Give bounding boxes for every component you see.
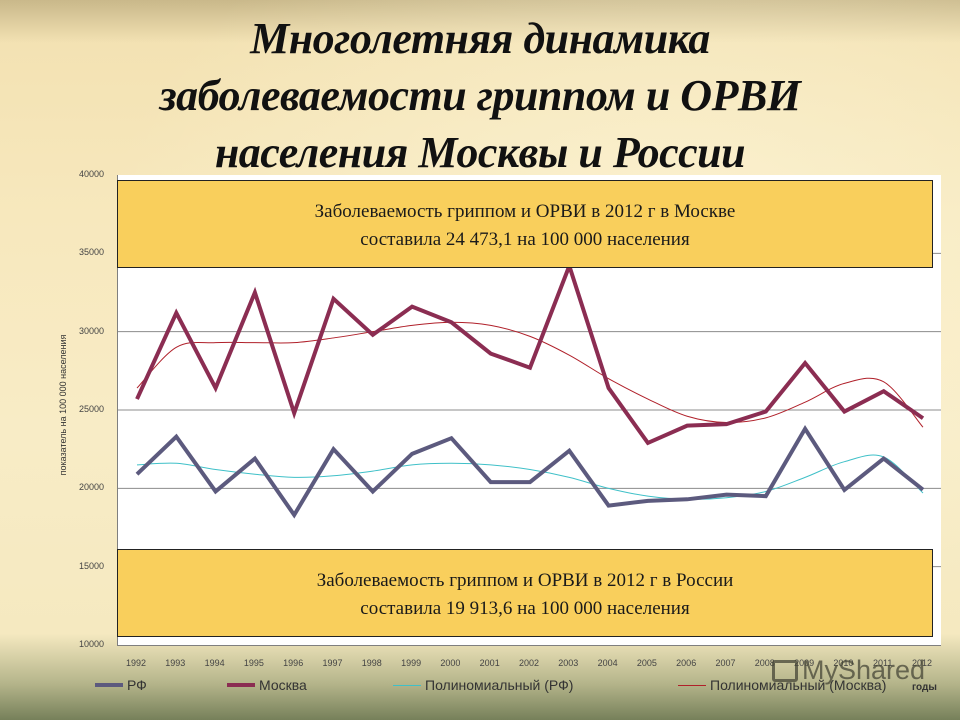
- callout-moscow-line2: составила 24 473,1 на 100 000 населения: [360, 229, 690, 250]
- title-line-3: населения Москвы и России: [214, 128, 746, 177]
- y-tick-label: 25000: [78, 404, 104, 414]
- x-tick-label: 1995: [243, 658, 264, 668]
- x-tick-label: 1999: [401, 658, 422, 668]
- series-moscow-line: [135, 259, 925, 446]
- x-tick-label: 2005: [636, 658, 657, 668]
- callout-russia-line1: Заболеваемость гриппом и ОРВИ в 2012 г в…: [316, 570, 734, 591]
- x-tick-label: 2012: [911, 658, 933, 668]
- legend-swatch-moscow: [227, 683, 255, 687]
- y-tick-label: 10000: [78, 639, 104, 649]
- legend-label-poly-rf: Полиномиальный (РФ): [425, 677, 574, 693]
- title-line-1: Многолетняя динамика: [250, 14, 710, 63]
- x-tick-label: 1996: [283, 658, 304, 668]
- callout-russia: Заболеваемость гриппом и ОРВИ в 2012 г в…: [117, 549, 933, 637]
- y-tick-label: 40000: [78, 169, 104, 179]
- y-tick-label: 35000: [78, 247, 104, 258]
- legend-swatch-rf: [95, 683, 123, 687]
- callout-moscow-line1: Заболеваемость гриппом и ОРВИ в 2012 г в…: [314, 201, 736, 222]
- callout-russia-line2: составила 19 913,6 на 100 000 населения: [360, 598, 690, 619]
- legend-label-rf: РФ: [127, 677, 147, 693]
- y-tick-label: 15000: [78, 560, 104, 571]
- x-tick-label: 2008: [754, 658, 775, 668]
- legend-swatch-poly-moscow: [678, 684, 706, 686]
- x-tick-label: 1992: [125, 658, 147, 668]
- x-tick-label: 1994: [204, 658, 225, 668]
- legend-item-moscow: Москва: [227, 677, 307, 693]
- legend-item-rf: РФ: [95, 677, 147, 693]
- x-tick-label: 2006: [676, 658, 697, 668]
- x-tick-label: 2003: [558, 658, 579, 668]
- legend-item-poly-rf: Полиномиальный (РФ): [393, 677, 573, 693]
- x-tick-label: 1997: [322, 658, 343, 668]
- x-tick-label: 2000: [440, 658, 461, 668]
- series-rf-line: [135, 424, 925, 519]
- legend-label-moscow: Москва: [259, 677, 307, 693]
- legend-swatch-poly-rf: [393, 684, 421, 686]
- x-tick-label: 1998: [361, 658, 382, 668]
- chart-logo-icon: [772, 659, 798, 682]
- x-tick-label: 2009: [794, 658, 815, 668]
- title-line-2: заболеваемости гриппом и ОРВИ: [159, 71, 801, 120]
- y-tick-label: 30000: [78, 325, 104, 336]
- x-tick-label: 2007: [715, 658, 736, 668]
- x-tick-label: 2001: [479, 658, 500, 668]
- x-tick-label: 2004: [597, 658, 618, 668]
- x-tick-label: 2002: [518, 658, 540, 668]
- callout-moscow: Заболеваемость гриппом и ОРВИ в 2012 г в…: [117, 180, 933, 268]
- trend-moscow-line: [136, 321, 924, 428]
- x-tick-label: 2010: [833, 658, 854, 668]
- x-tick-label: 2011: [873, 658, 893, 668]
- x-axis-label: годы: [912, 682, 937, 693]
- watermark-text: MyShared: [802, 655, 926, 685]
- chart-legend: РФ Москва Полиномиальный (РФ) Полиномиал…: [95, 677, 955, 697]
- y-tick-label: 20000: [78, 482, 104, 493]
- x-tick-label: 1993: [165, 658, 186, 668]
- slide-title: Многолетняя динамика заболеваемости грип…: [0, 10, 960, 181]
- legend-label-poly-moscow: Полиномиальный (Москва): [710, 677, 887, 693]
- legend-item-poly-moscow: Полиномиальный (Москва): [678, 677, 886, 693]
- watermark: MyShared: [772, 655, 925, 686]
